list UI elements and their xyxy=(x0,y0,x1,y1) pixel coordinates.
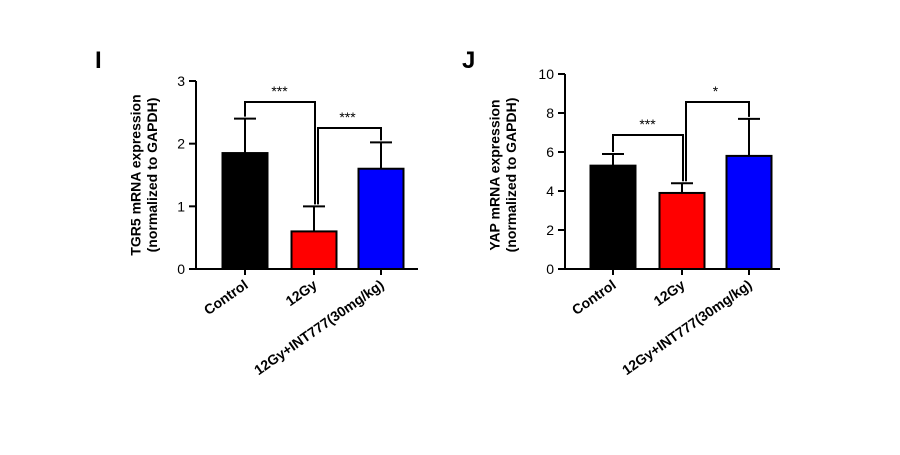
error-bar xyxy=(738,117,760,156)
x-tick-label: 12Gy xyxy=(282,276,319,309)
y-tick-label: 3 xyxy=(177,73,185,89)
y-axis-label: TGR5 mRNA expression(normalized to GAPDH… xyxy=(127,94,160,255)
y-tick-label: 0 xyxy=(546,261,554,277)
error-bar xyxy=(671,182,693,193)
significance-bracket xyxy=(685,101,750,182)
bar-12gy-int777-30mg-kg- xyxy=(725,154,773,270)
y-axis-label: YAP mRNA expression(normalized to GAPDH) xyxy=(486,98,519,253)
x-tick-label: Control xyxy=(569,276,619,318)
bar-12gy xyxy=(658,191,706,270)
bar-12gy-int777-30mg-kg- xyxy=(357,167,405,271)
error-bar xyxy=(234,117,256,154)
y-tick-label: 2 xyxy=(546,222,554,238)
error-bar xyxy=(370,141,392,169)
bar-control xyxy=(589,164,637,270)
error-bar xyxy=(602,152,624,166)
y-tick-label: 6 xyxy=(546,144,554,160)
x-tick-label: Control xyxy=(201,276,251,318)
error-bar xyxy=(303,205,325,232)
y-tick-label: 10 xyxy=(538,66,554,82)
x-tick-label: 12Gy+INT777(30mg/kg) xyxy=(251,276,387,378)
y-tick-label: 8 xyxy=(546,105,554,121)
y-tick-label: 1 xyxy=(177,198,185,214)
x-tick-label: 12Gy xyxy=(650,276,687,309)
significance-label: *** xyxy=(339,109,356,125)
significance-label: *** xyxy=(271,83,288,99)
significance-bracket xyxy=(612,134,684,182)
chart-panel-j: J YAP mRNA expression(normalized to GAPDH… xyxy=(462,47,780,378)
significance-label: * xyxy=(713,83,719,99)
significance-bracket xyxy=(317,127,382,205)
significance-bracket xyxy=(244,101,316,205)
y-tick-label: 4 xyxy=(546,183,554,199)
y-tick-label: 2 xyxy=(177,136,185,152)
significance-label: *** xyxy=(639,116,656,132)
panel-label: J xyxy=(462,47,475,74)
y-tick-label: 0 xyxy=(177,261,185,277)
bar-12gy xyxy=(290,230,338,270)
bar-control xyxy=(221,152,269,270)
x-tick-label: 12Gy+INT777(30mg/kg) xyxy=(619,276,755,378)
chart-panel-i: I TGR5 mRNA expression(normalized to GAPD… xyxy=(95,47,418,378)
panel-label: I xyxy=(95,47,102,74)
